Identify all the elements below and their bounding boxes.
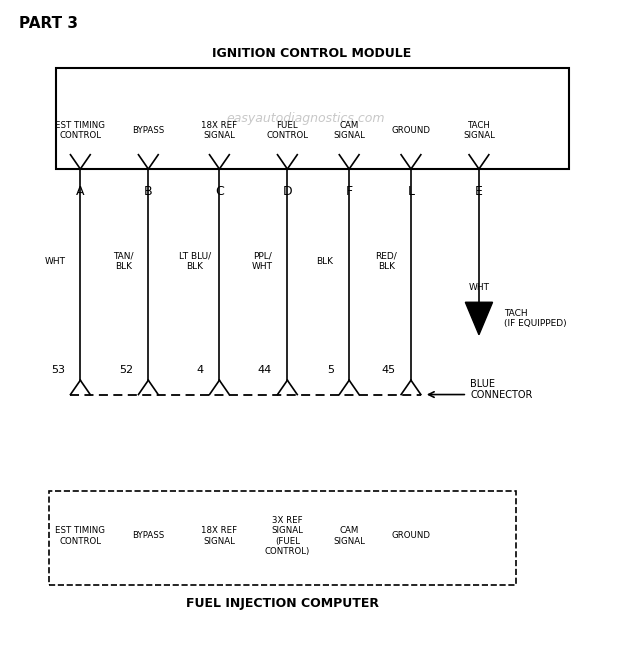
Text: TACH
(IF EQUIPPED): TACH (IF EQUIPPED) (504, 309, 566, 328)
Text: easyautodiagnostics.com: easyautodiagnostics.com (227, 112, 385, 125)
Text: GROUND: GROUND (391, 126, 431, 135)
Text: IGNITION CONTROL MODULE: IGNITION CONTROL MODULE (213, 47, 412, 60)
Text: 53: 53 (51, 365, 65, 375)
Text: WHT: WHT (45, 257, 66, 266)
Text: EST TIMING
CONTROL: EST TIMING CONTROL (56, 526, 105, 546)
Text: FUEL INJECTION COMPUTER: FUEL INJECTION COMPUTER (186, 597, 379, 610)
Text: 44: 44 (258, 365, 272, 375)
Text: B: B (144, 185, 153, 198)
Text: C: C (215, 185, 224, 198)
Text: BYPASS: BYPASS (132, 532, 164, 541)
Bar (56, 68, 569, 169)
Text: TAN/
BLK: TAN/ BLK (113, 252, 134, 271)
Text: BLUE
CONNECTOR: BLUE CONNECTOR (470, 378, 533, 400)
Text: CAM
SIGNAL: CAM SIGNAL (333, 121, 365, 140)
Text: GROUND: GROUND (391, 532, 431, 541)
Text: 18X REF
SIGNAL: 18X REF SIGNAL (201, 121, 237, 140)
Text: 45: 45 (381, 365, 396, 375)
Text: FUEL
CONTROL: FUEL CONTROL (266, 121, 308, 140)
Text: 3X REF
SIGNAL
(FUEL
CONTROL): 3X REF SIGNAL (FUEL CONTROL) (265, 516, 310, 556)
Text: 4: 4 (197, 365, 204, 375)
Text: PPL/
WHT: PPL/ WHT (252, 252, 273, 271)
Text: WHT: WHT (468, 283, 489, 292)
Text: LT BLU/
BLK: LT BLU/ BLK (179, 252, 211, 271)
Text: E: E (475, 185, 483, 198)
Text: 5: 5 (327, 365, 334, 375)
Text: BYPASS: BYPASS (132, 126, 164, 135)
Bar (49, 491, 516, 585)
Text: 18X REF
SIGNAL: 18X REF SIGNAL (201, 526, 237, 546)
Text: D: D (282, 185, 292, 198)
Text: L: L (407, 185, 415, 198)
Text: EST TIMING
CONTROL: EST TIMING CONTROL (56, 121, 105, 140)
Text: PART 3: PART 3 (19, 16, 77, 31)
Text: F: F (345, 185, 353, 198)
Text: A: A (76, 185, 85, 198)
Text: BLK: BLK (316, 257, 333, 266)
Text: CAM
SIGNAL: CAM SIGNAL (333, 526, 365, 546)
Text: RED/
BLK: RED/ BLK (375, 252, 397, 271)
Polygon shape (465, 302, 493, 335)
Text: 52: 52 (119, 365, 133, 375)
Text: TACH
SIGNAL: TACH SIGNAL (463, 121, 495, 140)
